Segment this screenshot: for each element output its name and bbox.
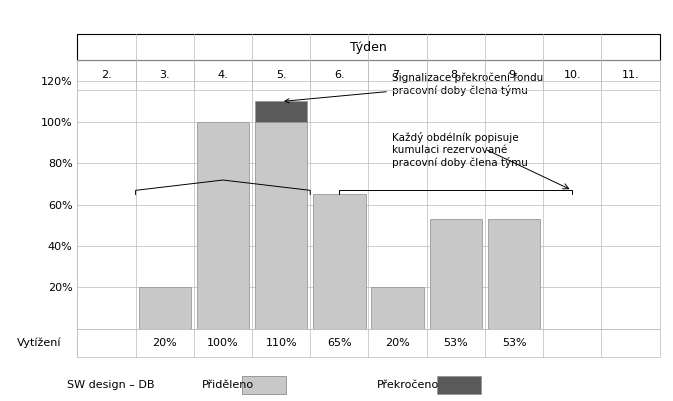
- Bar: [139, 288, 191, 329]
- Text: 100%: 100%: [207, 338, 239, 348]
- Text: 10.: 10.: [563, 70, 581, 80]
- Text: 7.: 7.: [392, 70, 403, 80]
- Text: 2.: 2.: [101, 70, 112, 80]
- Text: 20%: 20%: [152, 338, 177, 348]
- Bar: [371, 288, 424, 329]
- Text: Překročeno: Překročeno: [377, 380, 439, 390]
- Text: Vytížení: Vytížení: [16, 338, 61, 348]
- Text: 5.: 5.: [276, 70, 287, 80]
- Text: 53%: 53%: [444, 338, 468, 348]
- Text: 3.: 3.: [160, 70, 170, 80]
- Text: 9.: 9.: [509, 70, 520, 80]
- Bar: [313, 194, 365, 329]
- Text: 65%: 65%: [327, 338, 352, 348]
- Text: 53%: 53%: [501, 338, 526, 348]
- Text: 4.: 4.: [217, 70, 228, 80]
- Text: 6.: 6.: [334, 70, 345, 80]
- Bar: [488, 219, 540, 329]
- Text: 11.: 11.: [622, 70, 639, 80]
- Text: 8.: 8.: [450, 70, 461, 80]
- Text: Přiděleno: Přiděleno: [202, 380, 254, 390]
- Bar: [429, 219, 482, 329]
- Bar: [197, 122, 249, 329]
- Text: SW design – DB: SW design – DB: [67, 380, 155, 390]
- Text: 20%: 20%: [385, 338, 410, 348]
- Text: Signalizace překročení fondu
pracovní doby člena týmu: Signalizace překročení fondu pracovní do…: [285, 73, 543, 103]
- Text: Každý obdélník popisuje
kumulaci rezervované
pracovní doby člena týmu: Každý obdélník popisuje kumulaci rezervo…: [392, 132, 528, 168]
- Text: 110%: 110%: [265, 338, 297, 348]
- Text: Týden: Týden: [350, 41, 387, 54]
- Bar: [255, 122, 308, 329]
- Bar: [255, 101, 308, 122]
